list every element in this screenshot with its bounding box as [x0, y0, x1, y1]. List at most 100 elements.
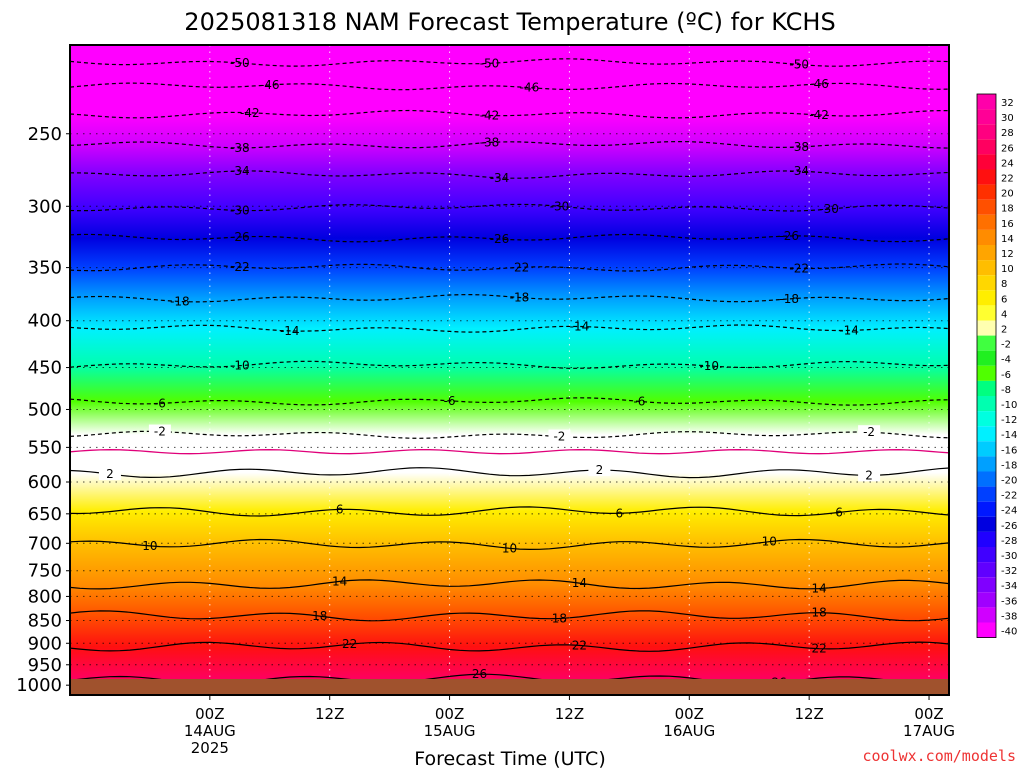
y-tick-label: 900	[28, 633, 62, 654]
x-tick-label: 12Z	[555, 705, 584, 723]
colorbar-swatch	[977, 124, 996, 140]
colorbar-swatch	[977, 275, 996, 291]
colorbar-label: -20	[1001, 476, 1017, 487]
contour-label: 10	[142, 539, 157, 553]
colorbar-swatch	[977, 592, 996, 608]
colorbar-swatch	[977, 471, 996, 487]
colorbar-swatch	[977, 109, 996, 125]
contour-label: 22	[572, 638, 587, 652]
colorbar-swatch	[977, 335, 996, 351]
y-tick-label: 450	[28, 358, 62, 379]
colorbar-swatches	[976, 93, 997, 638]
colorbar-swatch	[977, 365, 996, 381]
contour-label: -6	[633, 394, 645, 408]
x-tick-label: 2025	[191, 739, 229, 757]
y-tick-label: 550	[28, 437, 62, 458]
contour-label: -30	[550, 199, 570, 213]
contour-label: -34	[490, 171, 510, 185]
x-tick-label: 00Z	[435, 705, 464, 723]
contour-lines: -50 -50 -50-46 -46 -46-42 -42 -42-38 -38 -38-34-…	[70, 56, 949, 690]
x-tick-label: 14AUG	[184, 722, 236, 740]
colorbar-swatch	[977, 139, 996, 155]
contour-label: 6	[336, 502, 344, 516]
contour-label: -26	[230, 230, 250, 244]
x-tick-label: 12Z	[794, 705, 823, 723]
y-tick-label: 950	[28, 655, 62, 676]
contour-label: -6	[444, 394, 456, 408]
chart-title: 2025081318 NAM Forecast Temperature (ºC)…	[184, 8, 835, 36]
x-tick-label: 17AUG	[903, 722, 955, 740]
colorbar-label: -38	[1001, 611, 1017, 622]
colorbar-label: -32	[1001, 566, 1017, 577]
contour-label: 2	[596, 463, 604, 477]
contour-label: 26	[472, 667, 487, 681]
contour-label-bg	[148, 424, 171, 438]
contour-label: -34	[230, 164, 250, 178]
contour-label: 22	[342, 637, 357, 651]
y-tick-label: 600	[28, 472, 62, 493]
y-tick-label: 300	[28, 196, 62, 217]
colorbar-swatch	[977, 199, 996, 215]
contour-label: -30	[819, 202, 839, 216]
contour-label: -18	[170, 294, 190, 308]
contour-line	[70, 610, 949, 622]
colorbar-swatch	[977, 245, 996, 261]
colorbar-label: -34	[1001, 581, 1017, 592]
y-tick-label: 1000	[16, 675, 62, 696]
colorbar-swatch	[977, 501, 996, 517]
x-axis-label: Forecast Time (UTC)	[414, 748, 605, 768]
colorbar-swatch	[977, 94, 996, 110]
contour-label: -14	[839, 323, 859, 337]
contour-label: -18	[779, 292, 799, 306]
colorbar-label: 32	[1001, 98, 1014, 109]
contour-label: -30	[230, 203, 250, 217]
colorbar: 32 30 28 26 24 22 20 18 16 14 12 10 8 6 4 2 -2 -4 -6 -8 -10 -…	[976, 93, 1017, 638]
y-tick-label: 800	[28, 586, 62, 607]
colorbar-label: 18	[1001, 204, 1014, 215]
colorbar-swatch	[977, 426, 996, 442]
contour-label: -38	[230, 141, 250, 155]
contour-label: -46	[260, 78, 280, 92]
watermark: coolwx.com/models	[862, 747, 1016, 765]
colorbar-label: -14	[1001, 430, 1017, 441]
x-tick-label: 12Z	[315, 705, 344, 723]
contour-label: -18	[510, 290, 530, 304]
colorbar-swatch	[977, 320, 996, 336]
contour-label: -50	[480, 56, 500, 70]
ground-surface	[70, 679, 949, 695]
contour-label-bg	[858, 468, 881, 482]
colorbar-swatch	[977, 229, 996, 245]
colorbar-label: -10	[1001, 400, 1017, 411]
colorbar-label: -30	[1001, 551, 1017, 562]
x-tick-label: 16AUG	[663, 722, 715, 740]
zero-degree-line	[70, 449, 949, 455]
colorbar-swatch	[977, 290, 996, 306]
colorbar-label: 30	[1001, 113, 1014, 124]
x-tick-label: 15AUG	[424, 722, 476, 740]
colorbar-labels: 32 30 28 26 24 22 20 18 16 14 12 10 8 6 4 2 -2 -4 -6 -8 -10 -…	[1001, 98, 1017, 638]
colorbar-label: 8	[1001, 279, 1007, 290]
contour-label: 10	[502, 541, 517, 555]
contour-label: 18	[552, 611, 567, 625]
colorbar-swatch	[977, 622, 996, 638]
colorbar-label: -16	[1001, 445, 1017, 456]
contour-label: 18	[812, 606, 827, 620]
contour-label: -50	[230, 56, 250, 70]
y-tick-label: 850	[28, 611, 62, 632]
colorbar-label: -36	[1001, 596, 1017, 607]
colorbar-label: 24	[1001, 158, 1014, 169]
gridlines	[70, 45, 949, 695]
colorbar-swatch	[977, 214, 996, 230]
contour-label: -46	[809, 77, 829, 91]
colorbar-swatch	[977, 577, 996, 593]
colorbar-swatch	[977, 516, 996, 532]
contour-label: 14	[332, 574, 347, 588]
contour-label: -22	[789, 261, 809, 275]
contour-label: -14	[280, 324, 300, 338]
contour-label: -26	[490, 232, 510, 246]
contour-label-bg	[98, 467, 121, 481]
colorbar-swatch	[977, 396, 996, 412]
colorbar-label: 28	[1001, 128, 1014, 139]
y-tick-label: 500	[28, 399, 62, 420]
